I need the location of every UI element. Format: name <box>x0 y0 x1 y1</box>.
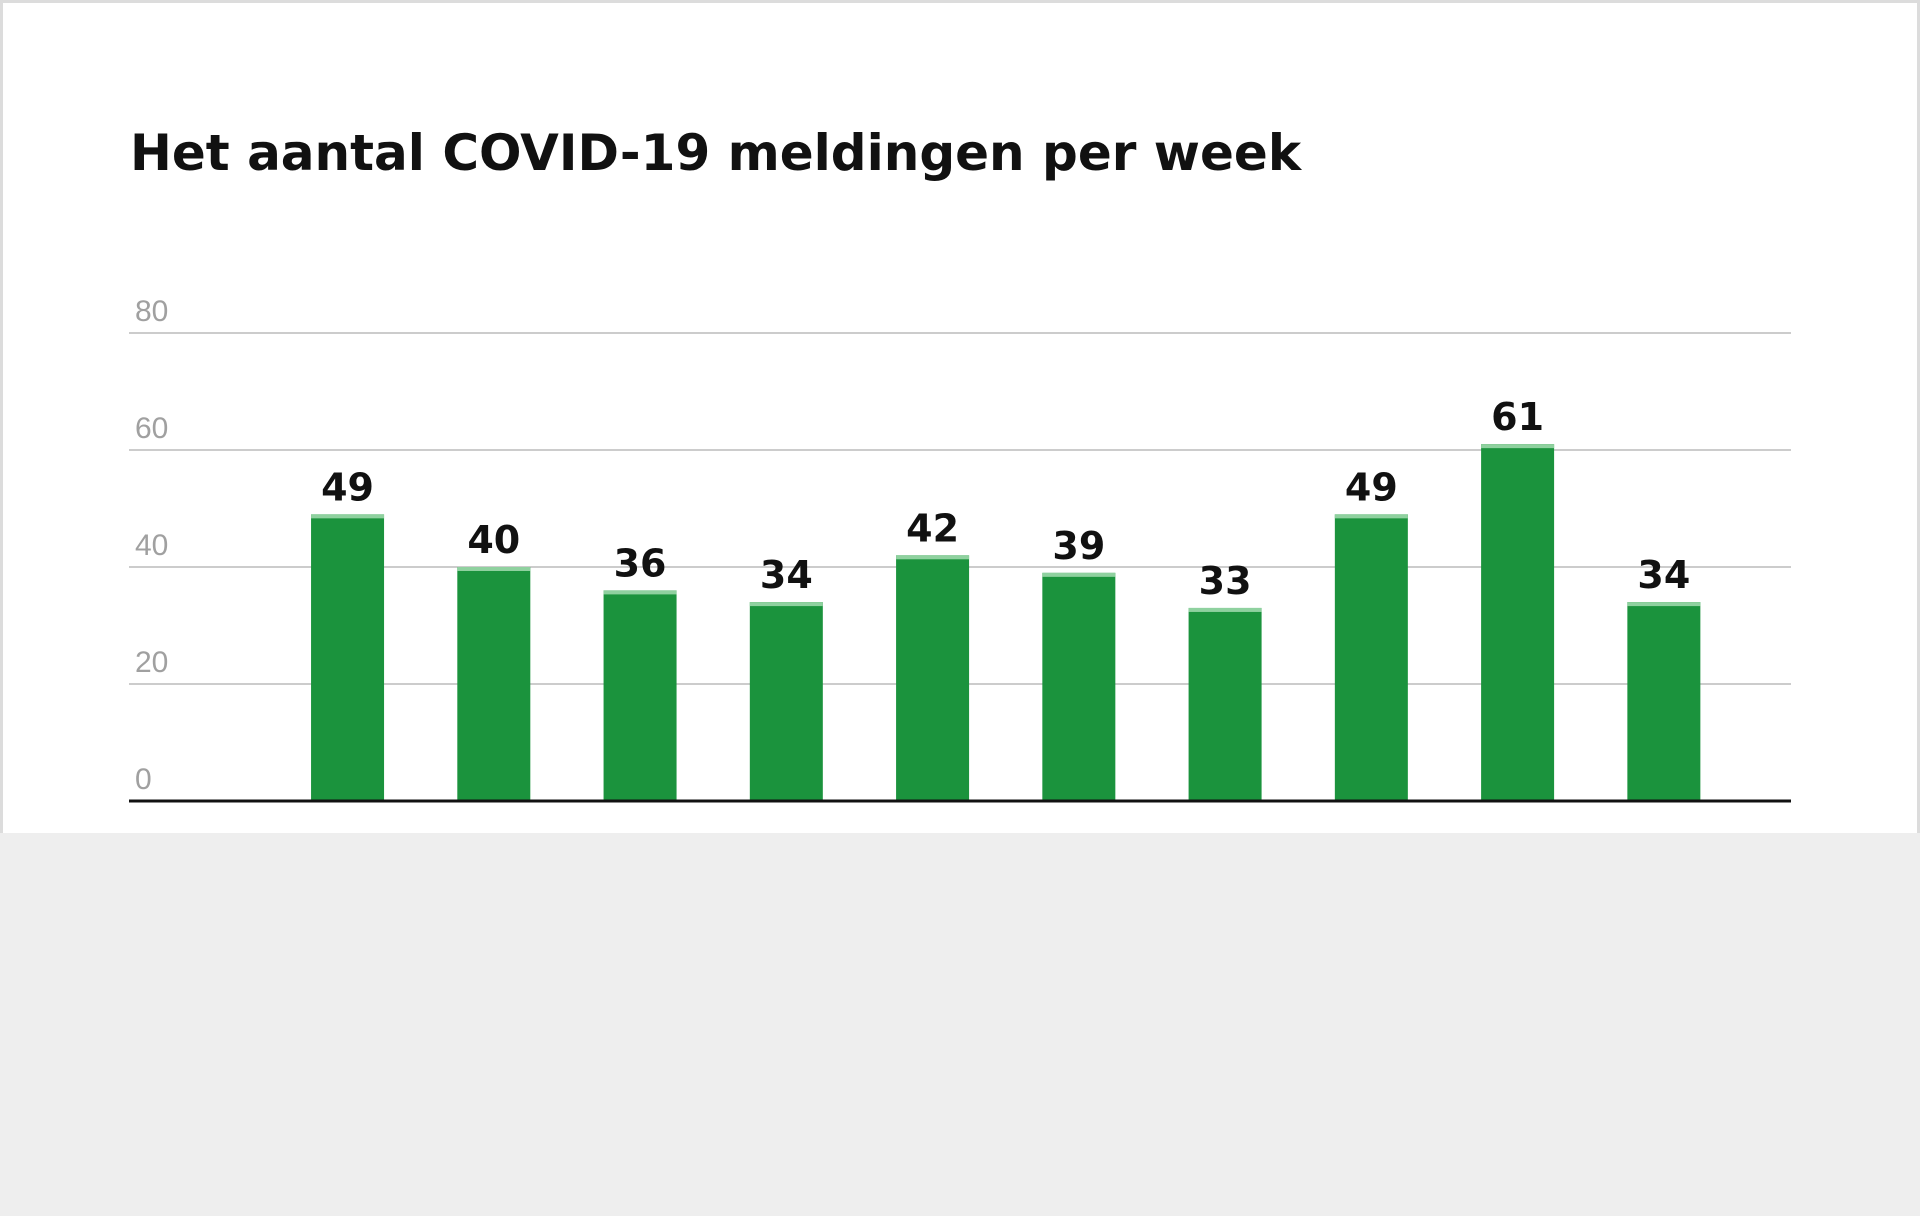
value-label: 49 <box>321 465 374 509</box>
bar <box>1481 444 1555 801</box>
bar-top-edge <box>1042 572 1116 577</box>
y-tick-label: 60 <box>135 412 168 445</box>
bar <box>749 602 823 801</box>
bar <box>1627 602 1701 801</box>
value-label: 42 <box>906 506 959 550</box>
value-label: 34 <box>1637 553 1690 597</box>
value-label: 61 <box>1491 395 1544 439</box>
bar-top-edge <box>1627 602 1701 607</box>
bar <box>311 514 385 801</box>
y-tick-label: 0 <box>135 763 152 796</box>
bar-top-edge <box>311 514 385 519</box>
value-label: 33 <box>1199 559 1252 603</box>
bar <box>896 555 970 801</box>
value-label: 34 <box>760 553 813 597</box>
bar <box>1334 514 1408 801</box>
bar <box>1042 572 1116 801</box>
bar <box>1188 607 1262 801</box>
bar-top-edge <box>1334 514 1408 519</box>
chart-title: Het aantal COVID-19 meldingen per week <box>130 124 1303 182</box>
bar-top-edge <box>603 590 677 595</box>
bar-top-edge <box>896 555 970 560</box>
bar <box>603 590 677 801</box>
y-tick-label: 20 <box>135 646 168 679</box>
y-tick-label: 80 <box>135 295 168 328</box>
bar-top-edge <box>1188 607 1262 612</box>
bar-top-edge <box>749 602 823 607</box>
value-label: 39 <box>1052 524 1105 568</box>
value-label: 36 <box>614 541 667 585</box>
y-tick-label: 40 <box>135 529 168 562</box>
value-label: 49 <box>1345 465 1398 509</box>
value-label: 40 <box>467 518 520 562</box>
bar-top-edge <box>1481 444 1555 449</box>
bar-top-edge <box>457 567 531 571</box>
bar <box>457 567 531 801</box>
